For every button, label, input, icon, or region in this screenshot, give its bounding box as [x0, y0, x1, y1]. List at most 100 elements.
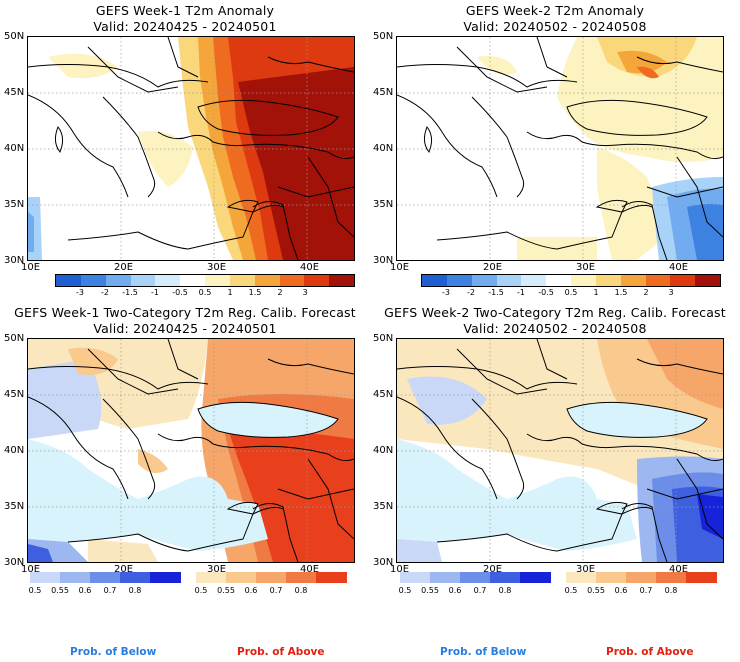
colorbar-swatch [546, 275, 572, 286]
lat-label: 40N [4, 445, 25, 456]
prob-below-colorbar [400, 572, 551, 583]
colorbar-label: 0.7 [473, 586, 487, 595]
colorbar-label: 0.5 [564, 288, 578, 297]
colorbar-swatch [490, 572, 521, 583]
colorbar-swatch [446, 275, 473, 286]
colorbar-swatch [155, 275, 181, 286]
colorbar-swatch [695, 275, 721, 286]
colorbar-label: 0.6 [78, 586, 92, 595]
prob-above-colorbar [196, 572, 347, 583]
colorbar-swatch [205, 275, 231, 286]
colorbar-label: 0.5 [398, 586, 412, 595]
prob-above-colorbar [566, 572, 717, 583]
colorbar-label: 0.55 [51, 586, 69, 595]
colorbar-swatch [130, 275, 156, 286]
colorbar-label: -1.5 [122, 288, 138, 297]
map-week1-anomaly [27, 36, 355, 261]
lon-label: 10E [390, 262, 410, 273]
colorbar-label: 1 [227, 288, 233, 297]
lat-label: 45N [373, 87, 394, 98]
lat-label: 30N [4, 255, 25, 266]
anomaly-colorbar-week1 [55, 274, 355, 287]
anomaly-colorbar-week2 [421, 274, 721, 287]
colorbar-swatch [60, 572, 91, 583]
lat-label: 30N [4, 557, 25, 568]
prob-below-colorbar [30, 572, 181, 583]
colorbar-label: 3 [302, 288, 308, 297]
colorbar-label: 0.7 [639, 586, 653, 595]
lon-label: 20E [114, 564, 134, 575]
colorbar-swatch [521, 275, 547, 286]
lon-label: 10E [21, 564, 41, 575]
colorbar-label: -3 [442, 288, 450, 297]
lon-label: 30E [576, 564, 596, 575]
lon-label: 30E [207, 262, 227, 273]
colorbar-swatch [670, 275, 696, 286]
lon-label: 40E [300, 564, 320, 575]
lat-label: 50N [373, 31, 394, 42]
colorbar-label: 0.7 [269, 586, 283, 595]
colorbar-label: 1.5 [614, 288, 628, 297]
lat-label: 40N [4, 143, 25, 154]
colorbar-swatch [645, 275, 671, 286]
colorbar-swatch [471, 275, 497, 286]
colorbar-label: -0.5 [172, 288, 188, 297]
colorbar-label: -0.5 [538, 288, 554, 297]
colorbar-label: 1 [593, 288, 599, 297]
prob-above-caption: Prob. of Above [606, 646, 694, 658]
lon-label: 40E [669, 262, 689, 273]
colorbar-label: 0.6 [614, 586, 628, 595]
colorbar-label: 3 [668, 288, 674, 297]
colorbar-label: 2 [277, 288, 283, 297]
colorbar-swatch [196, 572, 227, 583]
lon-label: 20E [483, 564, 503, 575]
colorbar-label: 0.8 [128, 586, 142, 595]
lat-label: 35N [373, 501, 394, 512]
colorbar-label: 0.8 [294, 586, 308, 595]
prob-below-caption: Prob. of Below [440, 646, 527, 658]
lat-label: 45N [4, 389, 25, 400]
colorbar-swatch [656, 572, 687, 583]
lat-label: 50N [4, 333, 25, 344]
colorbar-swatch [226, 572, 257, 583]
colorbar-swatch [520, 572, 551, 583]
colorbar-label: 0.5 [198, 288, 212, 297]
lat-label: 30N [373, 255, 394, 266]
colorbar-label: 0.6 [244, 586, 258, 595]
colorbar-label: 0.6 [448, 586, 462, 595]
colorbar-swatch [279, 275, 305, 286]
lon-label: 20E [114, 262, 134, 273]
colorbar-label: 0.8 [498, 586, 512, 595]
colorbar-swatch [595, 275, 622, 286]
lon-label: 10E [390, 564, 410, 575]
colorbar-swatch [120, 572, 151, 583]
colorbar-swatch [30, 572, 61, 583]
lat-label: 35N [4, 199, 25, 210]
panel-title: GEFS Week-2 Two-Category T2m Reg. Calib.… [384, 305, 726, 336]
colorbar-label: 0.8 [664, 586, 678, 595]
panel-title: GEFS Week-1 T2m Anomaly Valid: 20240425 … [93, 3, 277, 34]
lon-label: 10E [21, 262, 41, 273]
colorbar-label: -3 [76, 288, 84, 297]
colorbar-label: 2 [643, 288, 649, 297]
colorbar-swatch [566, 572, 597, 583]
colorbar-swatch [329, 275, 355, 286]
colorbar-swatch [304, 275, 330, 286]
colorbar-swatch [56, 275, 82, 286]
colorbar-swatch [400, 572, 431, 583]
colorbar-swatch [105, 275, 131, 286]
colorbar-swatch [686, 572, 717, 583]
panel-title: GEFS Week-1 Two-Category T2m Reg. Calib.… [14, 305, 356, 336]
colorbar-label: -2 [467, 288, 475, 297]
prob-below-caption: Prob. of Below [70, 646, 157, 658]
lat-label: 40N [373, 143, 394, 154]
colorbar-swatch [286, 572, 317, 583]
colorbar-label: 1.5 [248, 288, 262, 297]
colorbar-swatch [80, 275, 107, 286]
colorbar-swatch [626, 572, 657, 583]
lat-label: 35N [4, 501, 25, 512]
lon-label: 40E [669, 564, 689, 575]
colorbar-label: 0.7 [103, 586, 117, 595]
colorbar-label: 0.5 [194, 586, 208, 595]
lon-label: 40E [300, 262, 320, 273]
